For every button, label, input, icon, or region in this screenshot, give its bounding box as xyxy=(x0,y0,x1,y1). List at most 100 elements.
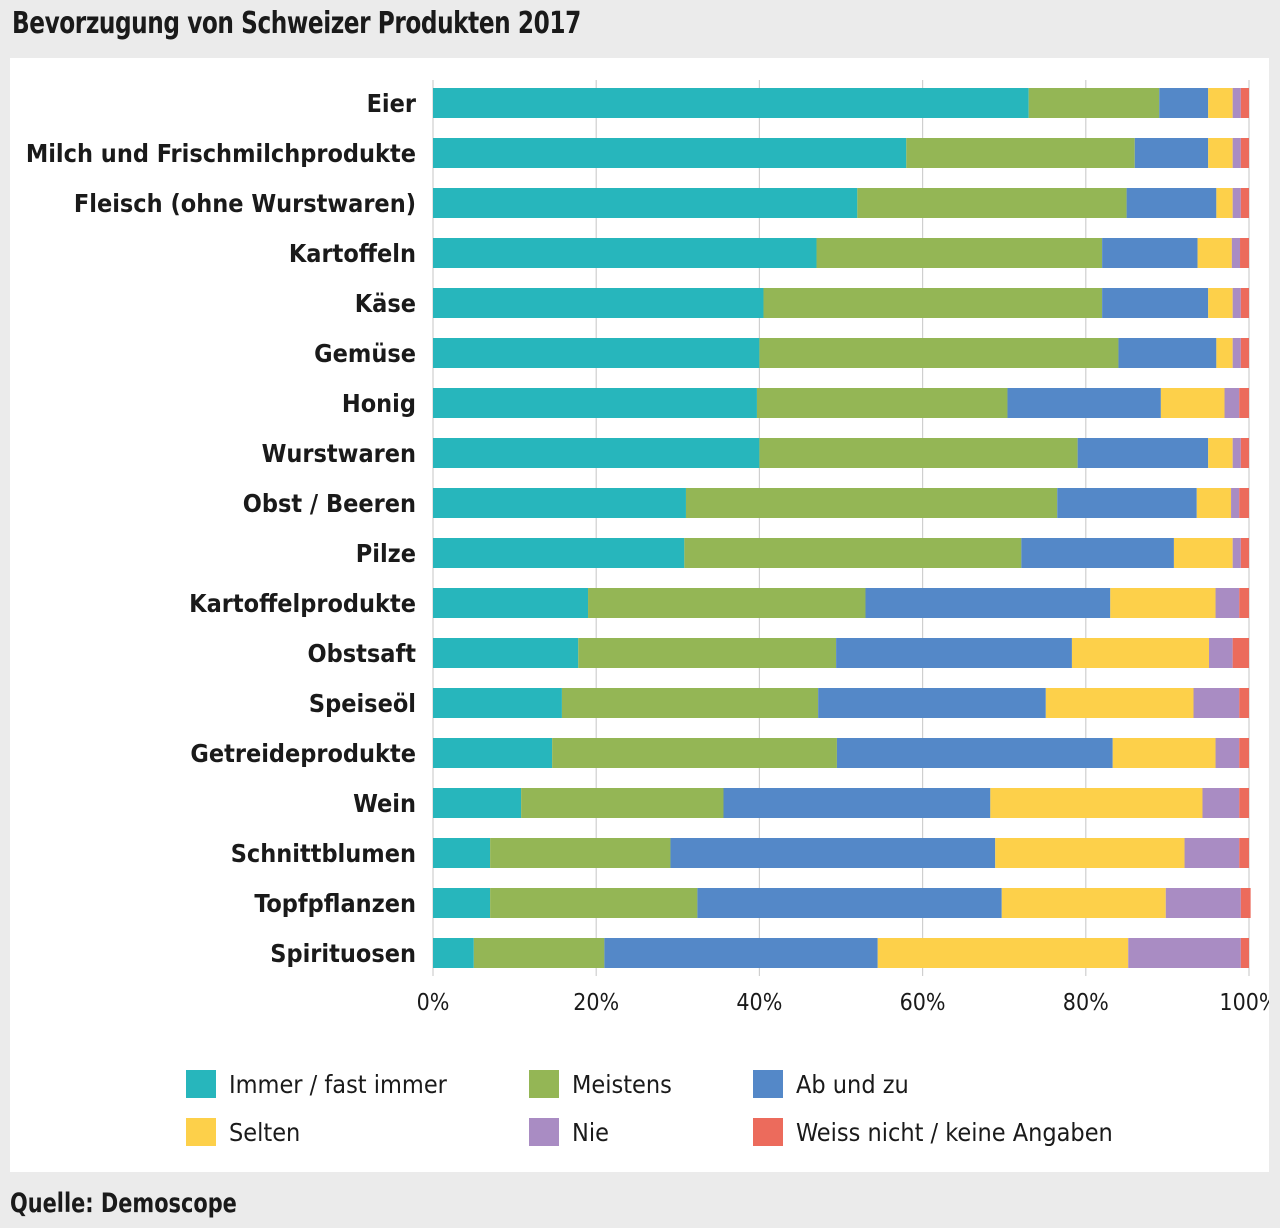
bar-segment xyxy=(723,788,991,818)
bar-segment xyxy=(1240,188,1249,218)
legend-swatch xyxy=(529,1070,559,1098)
bar-segment xyxy=(433,688,562,718)
stacked-bar-chart: Eier Milch und Frischmilchprodukte Fleisch… xyxy=(26,80,1269,1147)
bar-segment xyxy=(1102,288,1209,318)
bar-segment xyxy=(1239,588,1249,618)
bar-segment xyxy=(1232,338,1241,368)
bar-segment xyxy=(1208,438,1233,468)
bar-segment xyxy=(670,838,996,868)
bar-segment xyxy=(1159,88,1209,118)
bar-segment xyxy=(552,738,837,768)
bar-segment xyxy=(1240,288,1249,318)
bar-segment xyxy=(433,138,907,168)
bar-segment xyxy=(1240,538,1249,568)
category-label: Obst / Beeren xyxy=(243,489,416,518)
bar-segment xyxy=(1209,638,1233,668)
legend-swatch xyxy=(186,1070,216,1098)
bar-segment xyxy=(433,588,589,618)
bar-segment xyxy=(865,588,1111,618)
bar-segment xyxy=(759,338,1119,368)
bar-segment xyxy=(604,938,878,968)
legend-swatch xyxy=(186,1118,216,1146)
bar-segment xyxy=(561,688,819,718)
bar-segment xyxy=(1126,188,1217,218)
bar-segment xyxy=(1240,338,1249,368)
bar-segment xyxy=(1232,638,1249,668)
chart-panel: Eier Milch und Frischmilchprodukte Fleisch… xyxy=(10,58,1269,1172)
bar-segment xyxy=(1077,438,1209,468)
bar-segment xyxy=(521,788,724,818)
bar-segment xyxy=(1231,488,1240,518)
bar-segment xyxy=(1240,88,1249,118)
bar-segment xyxy=(1232,138,1241,168)
legend-swatch xyxy=(753,1070,783,1098)
bar-segment xyxy=(1232,188,1241,218)
bar-segment xyxy=(990,788,1203,818)
category-label: Eier xyxy=(367,89,417,118)
category-label: Fleisch (ohne Wurstwaren) xyxy=(74,189,416,218)
x-tick-label: 40% xyxy=(736,990,782,1016)
bar-segment xyxy=(490,888,698,918)
bar-segment xyxy=(433,288,764,318)
bar-segment xyxy=(433,888,491,918)
bar-segment xyxy=(433,788,522,818)
bar-segment xyxy=(433,738,553,768)
bar-segment xyxy=(1128,938,1241,968)
x-tick-label: 100% xyxy=(1219,990,1269,1016)
bar-segment xyxy=(1102,238,1198,268)
bar-segment xyxy=(1193,688,1240,718)
category-label: Milch und Frischmilchprodukte xyxy=(26,139,416,168)
bar-segment xyxy=(697,888,1002,918)
bar-segment xyxy=(1110,588,1216,618)
legend-label: Ab und zu xyxy=(796,1070,909,1099)
bar-segment xyxy=(490,838,671,868)
bar-segment xyxy=(1239,488,1249,518)
bar-segment xyxy=(857,188,1127,218)
category-label: Honig xyxy=(342,389,416,418)
bar-segment xyxy=(1215,738,1240,768)
bar-segment xyxy=(1240,888,1251,918)
bar-segment xyxy=(1224,388,1240,418)
bar-segment xyxy=(1232,88,1241,118)
bar-segment xyxy=(1231,238,1241,268)
bar-segment xyxy=(1240,138,1249,168)
category-label: Getreideprodukte xyxy=(190,739,416,768)
bar-segment xyxy=(836,738,1113,768)
bar-segment xyxy=(433,338,760,368)
bar-segment xyxy=(1240,438,1249,468)
legend-label: Nie xyxy=(572,1118,609,1147)
bar-segment xyxy=(433,188,858,218)
bar-segment xyxy=(1202,788,1240,818)
bar-segment xyxy=(995,838,1185,868)
bar-segment xyxy=(433,388,757,418)
legend-swatch xyxy=(753,1118,783,1146)
legend-label: Meistens xyxy=(572,1070,672,1099)
bar-segment xyxy=(685,488,1058,518)
bar-segment xyxy=(433,488,686,518)
legend-label: Selten xyxy=(229,1118,300,1147)
bar-segment xyxy=(473,938,605,968)
bar-segment xyxy=(1007,388,1161,418)
category-label: Käse xyxy=(355,289,416,318)
bar-segment xyxy=(1071,638,1210,668)
category-label: Schnittblumen xyxy=(231,839,416,868)
bar-segment xyxy=(1232,288,1241,318)
bar-segment xyxy=(1216,338,1233,368)
category-label: Wurstwaren xyxy=(262,439,416,468)
bar-segment xyxy=(1184,838,1240,868)
bar-segment xyxy=(1197,238,1232,268)
bar-segment xyxy=(433,438,760,468)
bar-segment xyxy=(1215,588,1240,618)
bar-segment xyxy=(1232,438,1241,468)
bar-segment xyxy=(1173,538,1233,568)
category-label: Topfpflanzen xyxy=(254,889,416,918)
bar-segment xyxy=(1196,488,1232,518)
bar-segment xyxy=(816,238,1103,268)
bar-segment xyxy=(1001,888,1166,918)
bar-segment xyxy=(1028,88,1160,118)
category-label: Spirituosen xyxy=(270,939,416,968)
bar-segment xyxy=(433,538,685,568)
bar-segment xyxy=(1239,788,1249,818)
bar-segment xyxy=(1134,138,1209,168)
bar-segment xyxy=(1239,838,1249,868)
